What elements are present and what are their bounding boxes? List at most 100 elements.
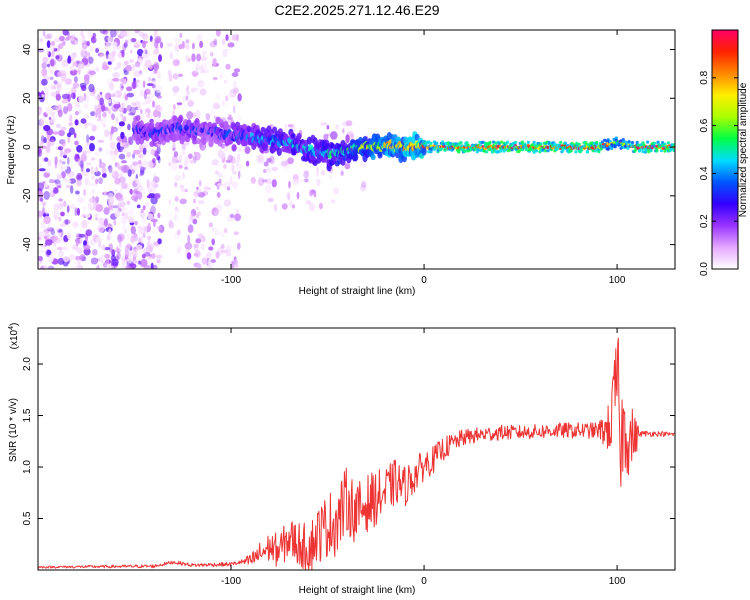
heatmap-ridge-cell <box>201 137 207 145</box>
heatmap-noise-cell <box>91 189 95 194</box>
heatmap-noise-cell <box>111 265 115 269</box>
heatmap-noise-cell <box>176 102 183 106</box>
heatmap-noise-cell <box>56 174 63 180</box>
heatmap-noise-cell <box>115 116 119 124</box>
heatmap-noise-cell <box>143 91 147 100</box>
heatmap-noise-cell <box>326 125 330 130</box>
spectrogram-frame <box>37 29 676 270</box>
heatmap-noise-cell <box>78 108 82 115</box>
heatmap-noise-cell <box>209 40 218 48</box>
heatmap-noise-cell <box>139 166 145 174</box>
heatmap-noise-cell <box>150 205 156 215</box>
heatmap-noise-cell <box>90 257 98 265</box>
heatmap-noise-cell <box>134 61 141 68</box>
heatmap-noise-cell <box>49 83 53 90</box>
heatmap-noise-cell <box>266 194 270 201</box>
heatmap-noise-cell <box>76 174 80 181</box>
heatmap-noise-cell <box>232 105 236 114</box>
heatmap-noise-cell <box>125 232 130 241</box>
heatmap-noise-cell <box>50 235 59 242</box>
heatmap-noise-cell <box>116 251 121 260</box>
heatmap-noise-cell <box>74 140 79 146</box>
heatmap-ridge-cell <box>435 141 439 145</box>
heatmap-ridge-cell <box>647 150 651 154</box>
heatmap-noise-cell <box>111 170 119 180</box>
colorbar-tick-label: 0.4 <box>699 166 710 180</box>
heatmap-noise-cell <box>59 35 65 42</box>
snr-y-label: SNR (10 * v/v) <box>8 398 19 462</box>
heatmap-noise-cell <box>151 39 155 47</box>
heatmap-noise-cell <box>139 210 146 219</box>
heatmap-noise-cell <box>100 105 106 112</box>
heatmap-noise-cell <box>81 220 88 229</box>
heatmap-noise-cell <box>115 246 119 253</box>
heatmap-noise-cell <box>345 120 353 127</box>
heatmap-noise-cell <box>125 265 132 269</box>
y-tick-label: 1.5 <box>22 408 33 422</box>
spectrogram-x-label: Height of straight line (km) <box>299 286 416 297</box>
heatmap-noise-cell <box>216 182 225 187</box>
heatmap-noise-cell <box>211 159 219 166</box>
heatmap-noise-cell <box>116 61 122 68</box>
heatmap-noise-cell <box>113 128 117 132</box>
heatmap-ridge-cell <box>561 148 565 152</box>
heatmap-noise-cell <box>126 200 131 206</box>
heatmap-ridge-cell <box>598 142 602 146</box>
heatmap-noise-cell <box>166 42 173 47</box>
heatmap-noise-cell <box>335 124 340 130</box>
heatmap-noise-cell <box>83 188 87 197</box>
heatmap-noise-cell <box>118 106 123 113</box>
colorbar: 0.0 0.2 0.4 0.6 0.8 Normalized spectral ampl… <box>699 29 749 276</box>
heatmap-noise-cell <box>186 84 190 92</box>
heatmap-noise-cell <box>54 179 61 185</box>
heatmap-noise-cell <box>109 141 116 150</box>
heatmap-noise-cell <box>101 64 110 71</box>
heatmap-noise-cell <box>168 199 172 205</box>
heatmap-noise-cell <box>50 118 55 123</box>
heatmap-noise-cell <box>65 219 69 225</box>
heatmap-noise-cell <box>147 188 153 193</box>
heatmap-noise-cell <box>127 250 134 258</box>
heatmap-ridge-cell <box>178 114 184 123</box>
heatmap-ridge-cell <box>459 141 463 145</box>
heatmap-noise-cell <box>76 197 85 204</box>
heatmap-noise-cell <box>91 124 97 132</box>
heatmap-noise-cell <box>132 81 137 89</box>
heatmap-noise-cell <box>287 157 294 165</box>
heatmap-noise-cell <box>107 196 115 206</box>
heatmap-noise-cell <box>117 234 122 243</box>
heatmap-noise-cell <box>178 154 183 161</box>
heatmap-noise-cell <box>137 191 143 200</box>
heatmap-noise-cell <box>231 34 238 41</box>
heatmap-ridge-cell <box>655 149 659 153</box>
heatmap-noise-cell <box>139 236 144 245</box>
heatmap-noise-cell <box>78 174 83 180</box>
heatmap-noise-cell <box>236 116 243 120</box>
heatmap-ridge-cell <box>575 141 579 145</box>
heatmap-ridge-cell <box>652 141 657 145</box>
heatmap-noise-cell <box>329 175 332 180</box>
heatmap-ridge-cell <box>353 153 359 162</box>
spectrogram-y-label: Frequency (Hz) <box>6 116 17 185</box>
heatmap-noise-cell <box>309 189 314 197</box>
heatmap-noise-cell <box>202 68 209 74</box>
heatmap-noise-cell <box>61 93 70 100</box>
heatmap-ridge-cell <box>559 140 563 144</box>
heatmap-noise-cell <box>81 44 88 49</box>
heatmap-noise-cell <box>52 131 59 135</box>
heatmap-noise-cell <box>50 44 57 51</box>
heatmap-noise-cell <box>61 140 66 147</box>
heatmap-noise-cell <box>119 30 128 38</box>
heatmap-noise-cell <box>125 39 128 45</box>
heatmap-noise-cell <box>142 232 146 238</box>
colorbar-tick-label: 0.2 <box>699 214 710 228</box>
heatmap-noise-cell <box>46 40 51 49</box>
heatmap-noise-cell <box>68 127 75 135</box>
heatmap-noise-cell <box>82 206 87 211</box>
heatmap-noise-cell <box>185 91 191 96</box>
heatmap-ridge-cell <box>235 121 241 128</box>
heatmap-noise-cell <box>231 72 239 78</box>
heatmap-noise-cell <box>108 82 115 91</box>
heatmap-ridge-cell <box>276 147 282 156</box>
